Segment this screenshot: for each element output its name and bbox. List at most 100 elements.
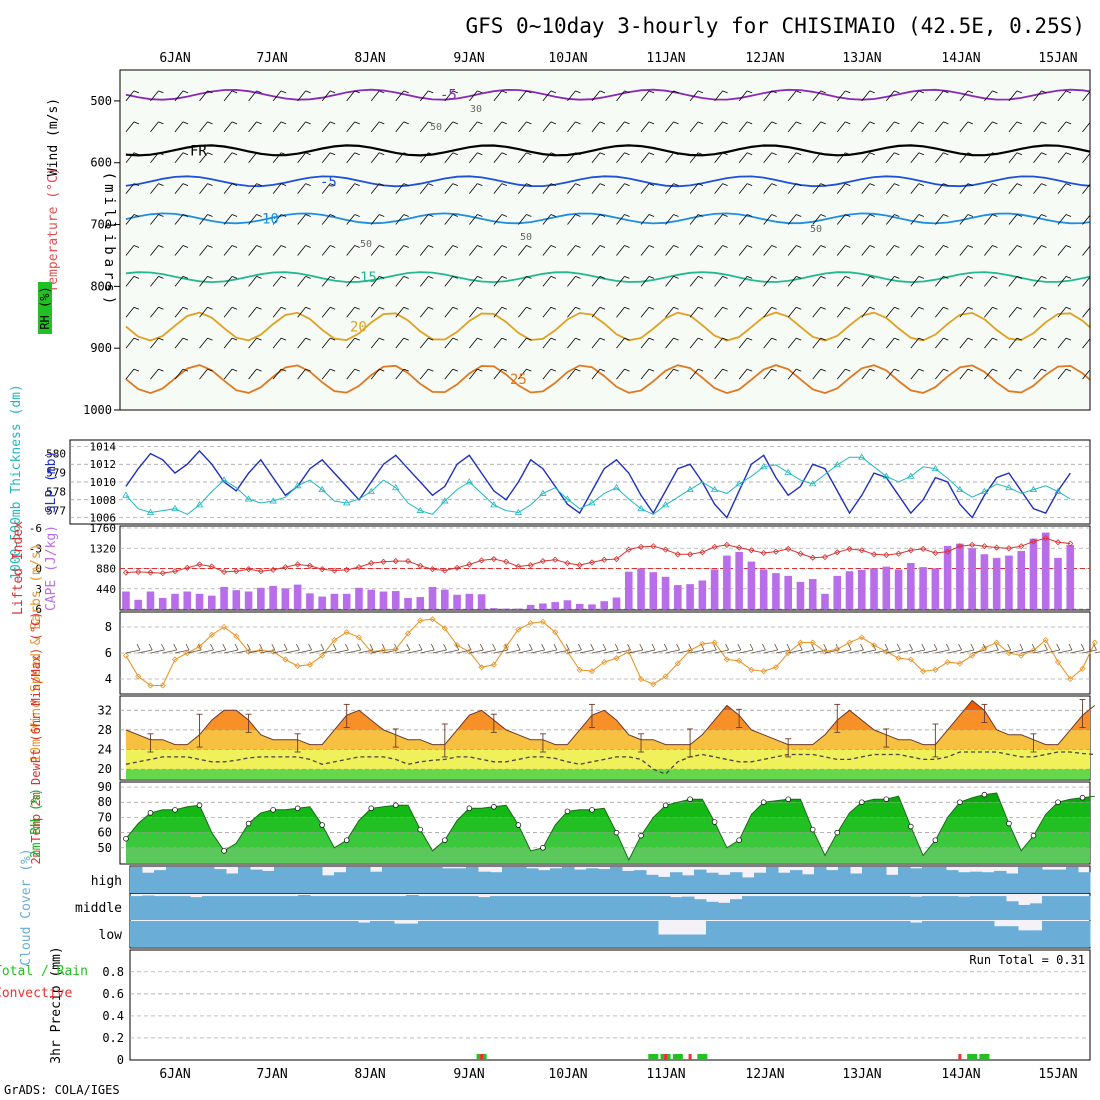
wind-speed-point: [809, 639, 816, 646]
cloud-bar: [1078, 872, 1091, 893]
cloud-bar: [454, 921, 467, 947]
wind-barb: [820, 337, 826, 341]
wind-barb: [624, 183, 630, 187]
wind-barb: [297, 214, 306, 225]
wind-barb: [346, 152, 356, 163]
wind-barb: [297, 121, 306, 133]
wind-barb: [575, 306, 581, 310]
wind-barb: [640, 214, 650, 225]
cloud-bar: [478, 897, 491, 920]
li-point: [135, 568, 142, 575]
cloud-bar: [682, 934, 695, 947]
wind-barb: [836, 337, 846, 349]
wind-barb: [354, 90, 360, 94]
wind-barb: [125, 307, 135, 318]
surface-wind-barb: [420, 649, 435, 654]
li-point: [809, 554, 816, 561]
surface-wind-barb: [320, 643, 325, 651]
wind-barb: [869, 337, 875, 341]
wind-barb: [321, 183, 331, 194]
wind-barb: [501, 121, 508, 125]
wind-barb: [550, 121, 557, 125]
surface-wind-barb: [529, 643, 533, 651]
wind-barb: [1082, 90, 1090, 102]
wind-speed-point: [429, 616, 436, 623]
wind-barb: [845, 275, 851, 279]
wind-barb: [673, 368, 679, 372]
wind-barb: [648, 245, 655, 248]
wind-barb: [1082, 338, 1090, 349]
wind-barb: [231, 337, 238, 341]
wind-barb: [199, 245, 208, 256]
rh-tick-label: 50: [98, 841, 112, 855]
wind-barb: [1041, 152, 1047, 156]
li-point: [907, 547, 914, 554]
wind-speed-point: [1005, 649, 1013, 657]
thick-tick-label: 579: [46, 466, 66, 479]
wind-barb: [869, 214, 875, 217]
wind-barb: [918, 183, 924, 187]
cape-bar: [821, 593, 829, 609]
cape-bar: [318, 596, 326, 609]
rh-point: [442, 837, 448, 843]
wind-barb: [771, 275, 777, 279]
cloud-bar: [718, 874, 731, 893]
wind-barb: [1008, 183, 1018, 194]
cloud-bar: [538, 870, 551, 893]
wind-barb: [861, 276, 871, 287]
wind-barb: [992, 337, 998, 341]
cloud-bar: [490, 872, 503, 893]
cloud-bar: [214, 869, 227, 893]
wind-barb: [796, 368, 802, 372]
surface-wind-barb: [260, 649, 275, 654]
wind-speed-point: [883, 648, 890, 655]
wind-barb: [640, 337, 650, 349]
surface-wind-barb: [958, 643, 962, 651]
wind-barb: [845, 306, 851, 310]
cloud-bar: [634, 921, 647, 947]
wind-barb: [1033, 337, 1042, 349]
cloud-bar: [946, 896, 959, 920]
wind-speed-point: [392, 646, 399, 653]
cloud-bar: [778, 921, 791, 947]
wind-barb: [567, 368, 576, 380]
wind-barb: [1016, 368, 1023, 372]
wind-barb: [836, 90, 846, 102]
wind-barb: [501, 337, 508, 341]
surface-wind-barb: [860, 643, 864, 651]
wind-barb: [738, 368, 748, 380]
wind-barb: [158, 275, 164, 279]
wind-barb: [616, 276, 625, 287]
wind-barb: [321, 368, 331, 380]
wind-barb: [648, 121, 655, 125]
wind-barb: [910, 276, 920, 287]
surface-wind-barb: [653, 649, 668, 654]
cloud-bar: [526, 921, 539, 947]
wind-barb: [624, 214, 630, 217]
bottom-day-label: 12JAN: [745, 1067, 784, 1082]
wind-barb: [542, 90, 552, 102]
cloud-bar: [310, 867, 323, 893]
bottom-day-label: 10JAN: [548, 1067, 587, 1082]
wind-barb: [199, 337, 208, 349]
wind-speed-point: [920, 668, 927, 675]
wind-barb: [591, 245, 601, 256]
wind-speed-point: [993, 639, 1000, 646]
cloud-bar: [766, 921, 779, 947]
li-point: [368, 560, 375, 567]
cloud-bar: [442, 921, 455, 947]
cloud-bar: [598, 921, 611, 947]
wind-barb: [812, 276, 822, 287]
surface-wind-barb: [332, 643, 337, 651]
wind-barb: [346, 214, 356, 225]
cape-bar: [907, 562, 915, 609]
wind-barb: [845, 245, 851, 248]
wind-barb: [297, 337, 306, 349]
surface-wind-barb: [995, 643, 999, 651]
wind-barb: [624, 337, 630, 341]
wind-barb: [133, 337, 140, 341]
wind-barb: [207, 275, 213, 279]
surface-wind-barb: [762, 643, 766, 651]
wind-barb: [526, 121, 532, 125]
wind-barb: [518, 337, 527, 349]
